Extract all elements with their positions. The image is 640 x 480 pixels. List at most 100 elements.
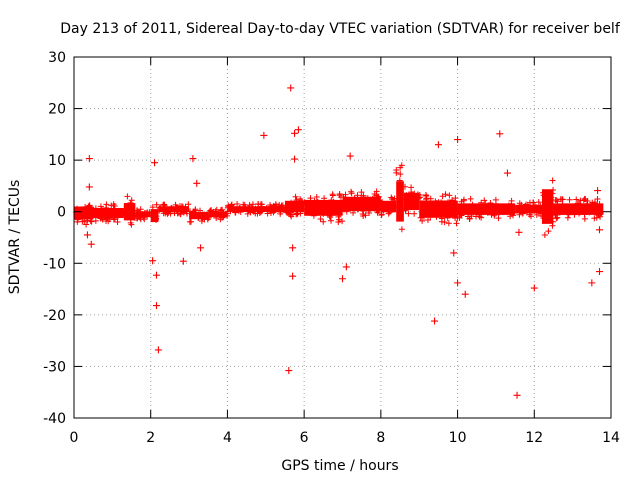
data-point — [207, 208, 214, 215]
data-point — [507, 213, 514, 220]
data-point — [339, 200, 346, 207]
data-point — [396, 215, 403, 222]
data-point — [373, 206, 380, 213]
data-point — [128, 206, 135, 213]
data-point — [480, 208, 487, 215]
outlier-point — [291, 155, 299, 163]
data-point — [297, 195, 304, 202]
data-point — [550, 186, 557, 193]
data-point — [110, 208, 117, 215]
data-point — [185, 201, 192, 208]
data-point — [453, 220, 460, 227]
data-point — [278, 202, 285, 209]
data-point — [390, 196, 397, 203]
data-point — [161, 201, 168, 208]
y-tick-label: -30 — [43, 359, 66, 375]
data-point — [439, 193, 446, 200]
data-point — [220, 214, 227, 221]
data-point — [149, 204, 156, 211]
data-point — [210, 208, 217, 215]
data-point — [128, 221, 135, 228]
data-point — [104, 215, 111, 222]
outlier-point — [87, 240, 95, 248]
data-point — [314, 198, 321, 205]
data-point — [584, 206, 591, 213]
data-point — [423, 192, 430, 199]
data-point — [257, 209, 264, 216]
data-point — [288, 199, 295, 206]
data-point — [97, 215, 104, 222]
data-point — [524, 208, 531, 215]
data-point — [249, 201, 256, 208]
data-point — [468, 213, 475, 220]
data-point — [379, 203, 386, 210]
outlier-point — [588, 279, 596, 287]
data-point — [535, 199, 542, 206]
x-tick-label: 12 — [525, 430, 543, 446]
outlier-point — [197, 244, 205, 252]
data-point — [479, 204, 486, 211]
data-point — [445, 220, 452, 227]
data-point — [378, 200, 385, 207]
data-point — [141, 216, 148, 223]
data-point — [191, 209, 198, 216]
outlier-point — [339, 275, 346, 283]
data-point — [97, 203, 104, 210]
data-point — [88, 218, 95, 225]
data-point — [192, 206, 199, 213]
data-band-core — [541, 189, 554, 224]
data-point — [549, 218, 556, 225]
y-axis-ticks: 30 20 10 0 -10 -20 -30 -40 — [43, 50, 611, 427]
data-points — [73, 84, 604, 399]
data-point — [327, 214, 334, 221]
data-point — [467, 195, 474, 202]
data-point — [528, 205, 535, 212]
data-point — [491, 212, 498, 219]
data-point — [565, 211, 572, 218]
data-point — [456, 214, 463, 221]
data-point — [107, 213, 114, 220]
data-point — [516, 211, 523, 218]
data-point — [465, 208, 472, 215]
data-point — [437, 209, 444, 216]
data-point — [98, 206, 105, 213]
data-point — [575, 205, 582, 212]
outlier-point — [151, 159, 159, 167]
data-point — [507, 204, 514, 211]
data-point — [398, 226, 405, 233]
outlier-point — [496, 130, 504, 138]
data-point — [90, 206, 97, 213]
outlier-point — [152, 302, 160, 310]
data-point — [408, 184, 415, 191]
data-point — [574, 200, 581, 207]
data-band-core — [396, 181, 404, 222]
outlier-point — [260, 131, 268, 139]
data-point — [317, 216, 324, 223]
data-point — [374, 209, 381, 216]
data-point — [516, 205, 523, 212]
data-band-core — [208, 211, 228, 218]
outlier-point — [152, 271, 160, 279]
data-point — [202, 212, 209, 219]
outlier-point — [291, 129, 299, 137]
data-point — [424, 216, 431, 223]
data-point — [153, 201, 160, 208]
data-point — [328, 217, 335, 224]
outlier-point — [289, 272, 297, 280]
outlier-point — [454, 279, 462, 287]
data-point — [573, 196, 580, 203]
outlier-point — [149, 257, 157, 265]
data-point — [405, 210, 412, 217]
outlier-point — [450, 249, 458, 257]
outlier-point — [342, 263, 350, 271]
data-point — [486, 207, 493, 214]
data-point — [114, 218, 121, 225]
data-point — [420, 214, 427, 221]
data-point — [128, 197, 135, 204]
chart-title: Day 213 of 2011, Sidereal Day-to-day VTE… — [60, 21, 621, 37]
data-point — [548, 194, 555, 201]
data-point — [370, 198, 377, 205]
data-point — [325, 201, 332, 208]
data-point — [582, 203, 589, 210]
